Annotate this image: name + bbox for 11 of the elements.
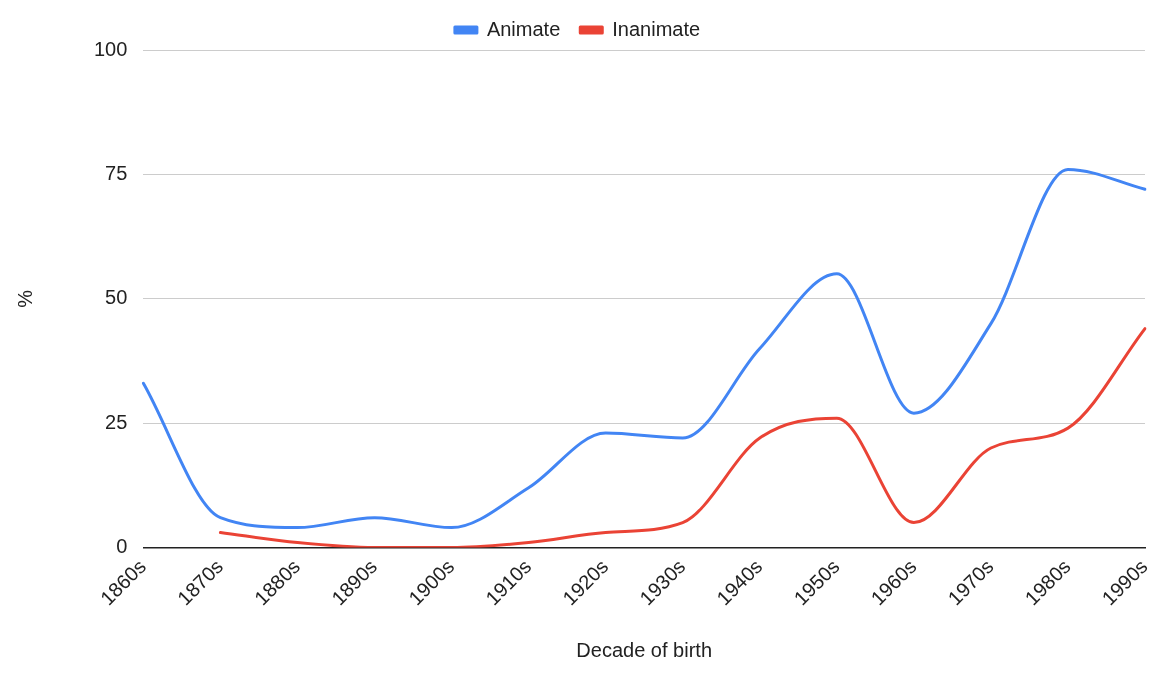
line-series bbox=[218, 327, 1147, 548]
y-axis-title: % bbox=[13, 289, 36, 308]
y-tick-label: 100 bbox=[93, 37, 128, 60]
line-series bbox=[141, 167, 1147, 530]
legend-label: Inanimate bbox=[612, 17, 701, 40]
y-tick-label: 25 bbox=[105, 410, 128, 433]
x-axis-title: Decade of birth bbox=[576, 638, 712, 661]
y-tick-label: 0 bbox=[116, 535, 128, 558]
y-tick-label: 75 bbox=[105, 161, 128, 184]
legend-label: Animate bbox=[486, 17, 561, 40]
y-tick-label: 50 bbox=[105, 286, 128, 309]
